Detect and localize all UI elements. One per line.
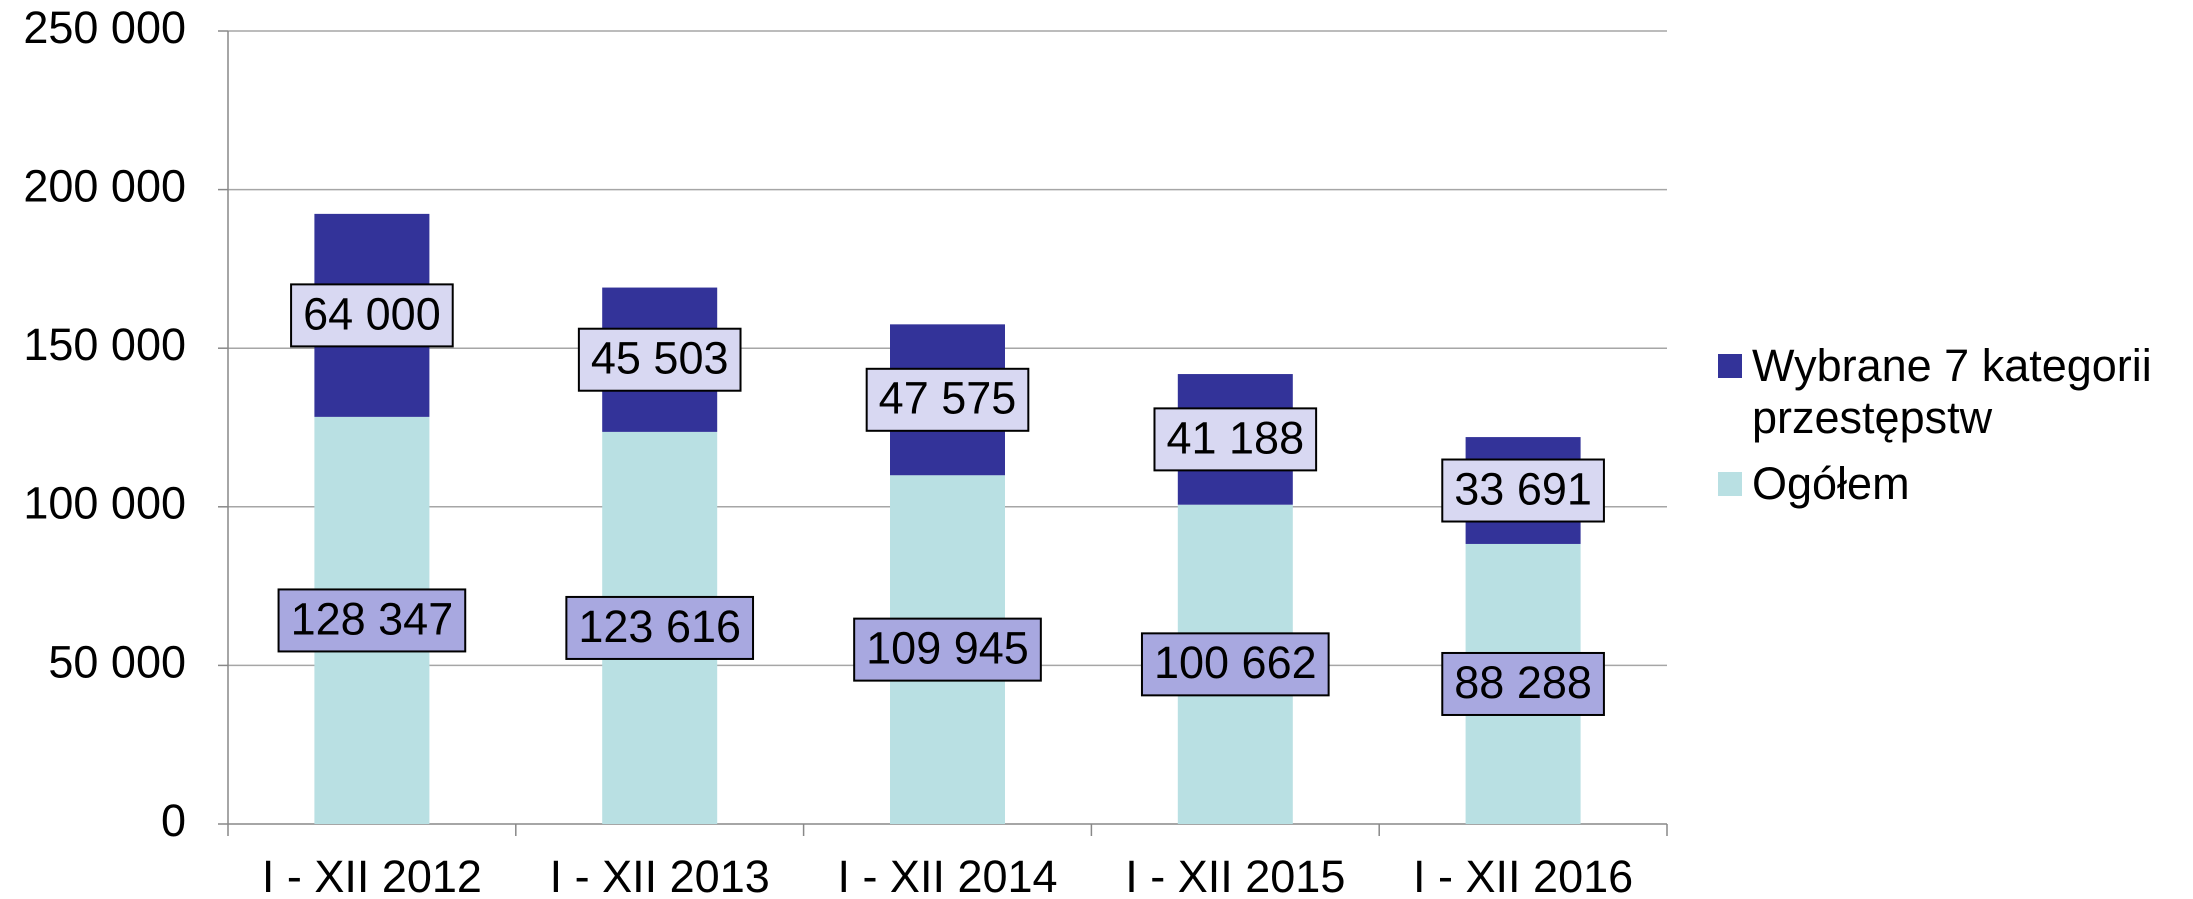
data-label-text: 41 188 (1166, 412, 1304, 463)
legend-swatch (1718, 472, 1742, 496)
y-tick-label: 250 000 (23, 2, 186, 53)
data-label-text: 64 000 (303, 288, 441, 339)
data-label: 128 347 (277, 588, 467, 653)
data-label-box (1441, 651, 1605, 716)
data-label: 33 691 (1441, 458, 1605, 523)
data-label: 41 188 (1153, 407, 1318, 472)
legend-item: Ogółem (1718, 458, 2188, 510)
data-label: 45 503 (577, 327, 742, 392)
y-tick-label: 200 000 (23, 160, 186, 211)
data-label-box (577, 327, 742, 392)
data-label-text: 123 616 (578, 601, 741, 652)
x-tick-label: I - XII 2016 (1413, 851, 1633, 899)
data-label-text: 33 691 (1454, 463, 1592, 514)
legend-label: Ogółem (1752, 458, 1910, 509)
data-label-box (1140, 632, 1330, 697)
y-tick-label: 50 000 (48, 636, 186, 687)
data-label-text: 88 288 (1454, 657, 1592, 708)
data-label: 123 616 (565, 595, 755, 660)
x-tick-label: I - XII 2014 (837, 851, 1057, 899)
legend: Wybrane 7 kategorii przestępstw Ogółem (1718, 340, 2188, 524)
legend-swatch (1718, 354, 1742, 378)
data-label: 47 575 (865, 367, 1030, 432)
y-tick-label: 150 000 (23, 319, 186, 370)
data-label: 64 000 (290, 283, 454, 348)
data-label-box (853, 617, 1042, 682)
data-label-box (865, 367, 1030, 432)
data-label-box (1153, 407, 1318, 472)
data-label-box (290, 283, 454, 348)
data-label-box (565, 595, 755, 660)
data-label-text: 128 347 (291, 593, 454, 644)
data-label: 109 945 (853, 617, 1042, 682)
data-label-text: 47 575 (879, 373, 1017, 424)
data-label: 88 288 (1441, 651, 1605, 716)
data-label-text: 100 662 (1154, 637, 1317, 688)
y-tick-label: 0 (161, 795, 186, 846)
x-tick-label: I - XII 2013 (550, 851, 770, 899)
data-label-text: 45 503 (591, 333, 729, 384)
data-label: 100 662 (1140, 632, 1330, 697)
y-tick-label: 100 000 (23, 478, 186, 529)
data-label-box (1441, 458, 1605, 523)
legend-item: Wybrane 7 kategorii przestępstw (1718, 340, 2188, 444)
legend-label: Wybrane 7 kategorii przestępstw (1752, 340, 2152, 443)
x-tick-label: I - XII 2012 (262, 851, 482, 899)
data-label-box (277, 588, 467, 653)
x-tick-label: I - XII 2015 (1125, 851, 1345, 899)
data-label-text: 109 945 (866, 623, 1029, 674)
